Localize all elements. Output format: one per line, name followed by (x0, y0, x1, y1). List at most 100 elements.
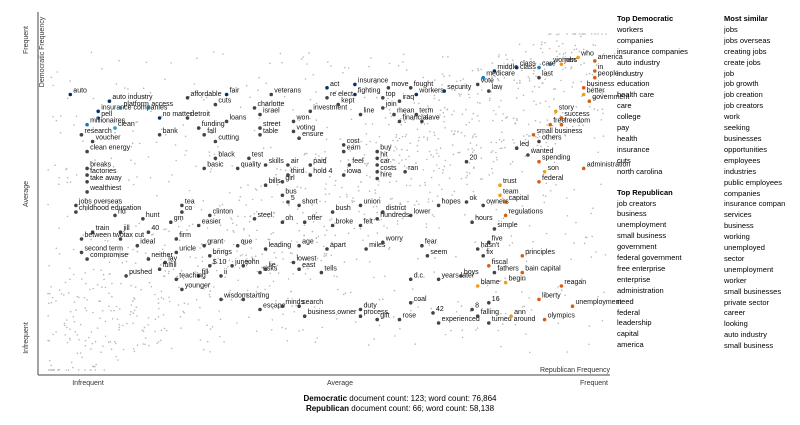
term-point[interactable]: no matter (157, 111, 193, 120)
top-democratic-item[interactable]: education (617, 79, 650, 89)
term-point[interactable]: loans (224, 114, 247, 124)
term-point[interactable]: gm (169, 215, 184, 224)
term-point[interactable]: unemployment (570, 299, 622, 309)
term-point[interactable]: cutting (213, 135, 240, 144)
term-point[interactable]: bills (263, 178, 281, 187)
term-point[interactable]: hold 4 (308, 168, 333, 177)
term-point[interactable]: bus (280, 188, 298, 198)
most-similar-item[interactable]: insurance compan (724, 199, 786, 209)
term-point[interactable]: girl (280, 175, 296, 184)
term-point[interactable]: security (442, 84, 472, 93)
term-point[interactable]: 20 (464, 155, 478, 164)
term-point[interactable]: compromise (85, 252, 128, 261)
term-point[interactable]: firm (174, 232, 192, 241)
term-point[interactable]: d.c. (408, 272, 425, 282)
term-point[interactable]: affordable (185, 91, 222, 100)
term-point[interactable]: escape (258, 303, 286, 312)
term-point[interactable]: age (297, 239, 314, 248)
term-point[interactable]: investment (308, 104, 348, 114)
most-similar-item[interactable]: looking (724, 319, 748, 329)
term-point[interactable]: duty (358, 303, 378, 312)
term-point[interactable]: john (241, 259, 260, 268)
term-point[interactable]: feel (347, 158, 365, 167)
most-similar-item[interactable]: job growth (724, 79, 759, 89)
term-point[interactable]: hopes (436, 198, 461, 208)
term-point[interactable]: platform (118, 101, 149, 110)
term-point[interactable]: government (587, 94, 630, 103)
term-point[interactable]: offer (302, 215, 322, 224)
term-point[interactable]: tells (319, 266, 338, 275)
term-point[interactable]: worry (381, 235, 403, 245)
term-point[interactable]: brings (208, 249, 232, 258)
term-point[interactable]: fiscal (487, 259, 508, 268)
term-point[interactable]: ran (403, 165, 418, 174)
term-point[interactable]: rose (397, 313, 417, 322)
term-point[interactable]: jill (118, 225, 130, 234)
term-point[interactable]: move (386, 81, 409, 90)
top-democratic-item[interactable]: pay (617, 123, 630, 133)
term-point[interactable]: jobs (559, 57, 578, 66)
term-point[interactable]: neither (146, 252, 174, 261)
term-point[interactable]: factories (85, 168, 117, 177)
term-point[interactable]: test (247, 151, 263, 161)
term-point[interactable]: son (542, 165, 559, 174)
term-point[interactable]: freedom (559, 118, 591, 127)
term-point[interactable]: business (581, 81, 615, 90)
term-point[interactable]: fill (196, 269, 209, 278)
term-point[interactable]: voting (291, 124, 316, 134)
term-point[interactable]: israel (258, 108, 280, 117)
top-democratic-item[interactable]: insurance (617, 144, 650, 154)
top-republican-item[interactable]: america (617, 340, 644, 350)
term-point[interactable]: access (146, 101, 174, 110)
top-democratic-item[interactable]: care (617, 101, 632, 111)
most-similar-item[interactable]: worker (724, 275, 747, 285)
term-point[interactable]: kept (336, 98, 354, 107)
term-point[interactable]: train (90, 225, 110, 234)
term-point[interactable]: quality (235, 161, 262, 171)
term-point[interactable]: starting (241, 292, 270, 302)
top-democratic-item[interactable]: health care (617, 90, 655, 100)
term-point[interactable]: que (235, 239, 253, 248)
term-point[interactable]: bush (330, 205, 351, 214)
term-point[interactable]: $ 10 (208, 259, 227, 268)
term-point[interactable]: financial (397, 114, 429, 124)
top-republican-item[interactable]: need (617, 296, 634, 306)
term-point[interactable]: tea (180, 198, 195, 208)
term-point[interactable]: earn (341, 145, 361, 154)
term-point[interactable]: hire (375, 172, 392, 181)
most-similar-item[interactable]: job (724, 68, 735, 78)
term-point[interactable]: experienced (436, 316, 480, 325)
term-point[interactable]: oh (280, 215, 294, 224)
term-point[interactable]: story (554, 104, 574, 114)
term-point[interactable]: mean (392, 108, 415, 117)
most-similar-item[interactable]: employees (724, 155, 761, 165)
term-point[interactable]: table (258, 128, 278, 137)
term-point[interactable]: re elect (325, 91, 353, 100)
most-similar-item[interactable]: unemployed (724, 243, 765, 253)
top-republican-item[interactable]: small business (617, 231, 667, 241)
term-point[interactable]: reagan (559, 279, 587, 288)
most-similar-item[interactable]: unemployment (724, 264, 774, 274)
term-point[interactable]: law (487, 84, 503, 93)
term-point[interactable]: top (381, 91, 396, 100)
top-democratic-item[interactable]: cuts (617, 155, 631, 165)
term-point[interactable]: blame (475, 279, 500, 288)
term-point[interactable]: air (286, 158, 299, 167)
term-point[interactable]: research (79, 128, 112, 137)
most-similar-item[interactable]: industries (724, 166, 757, 176)
term-point[interactable]: costs (375, 165, 397, 174)
term-point[interactable]: boys (459, 269, 479, 278)
term-point[interactable]: leading (263, 242, 291, 251)
most-similar-item[interactable]: small business (724, 341, 774, 351)
term-point[interactable]: june (230, 259, 248, 268)
term-point[interactable]: veterans (269, 88, 302, 97)
term-point[interactable]: women (548, 57, 576, 66)
term-point[interactable]: voucher (90, 135, 121, 144)
top-democratic-item[interactable]: companies (617, 35, 654, 45)
term-point[interactable]: class (514, 61, 536, 70)
term-point[interactable]: who (576, 51, 594, 60)
term-point[interactable]: paid (308, 158, 327, 167)
term-point[interactable]: insurance companies (96, 104, 168, 114)
term-point[interactable]: small business (531, 128, 583, 137)
most-similar-item[interactable]: job creation (724, 90, 763, 100)
